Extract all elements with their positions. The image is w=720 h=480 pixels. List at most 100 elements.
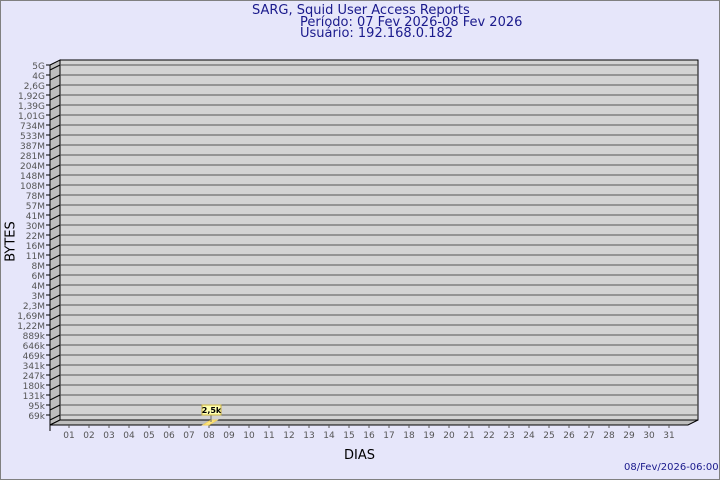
x-tick-label: 19 bbox=[423, 431, 435, 441]
x-tick-label: 11 bbox=[263, 431, 274, 441]
y-tick-label: 734M bbox=[20, 122, 45, 132]
timestamp: 08/Fev/2026-06:00 bbox=[624, 462, 719, 473]
x-tick-label: 06 bbox=[163, 431, 175, 441]
x-tick-label: 05 bbox=[143, 431, 154, 441]
y-tick-label: 1,22M bbox=[17, 322, 45, 332]
y-tick-label: 148M bbox=[20, 172, 45, 182]
y-tick-label: 281M bbox=[20, 152, 45, 162]
y-tick-label: 1,39G bbox=[18, 102, 45, 112]
side-grid-line bbox=[49, 304, 61, 311]
side-grid-line bbox=[49, 74, 61, 81]
side-grid-line bbox=[49, 294, 61, 301]
side-grid-line bbox=[49, 404, 61, 411]
y-tick-label: 1,92G bbox=[18, 92, 45, 102]
side-grid-line bbox=[49, 384, 61, 391]
x-tick-label: 13 bbox=[303, 431, 314, 441]
side-grid-line bbox=[49, 144, 61, 151]
x-tick-label: 28 bbox=[603, 431, 615, 441]
side-grid-line bbox=[49, 114, 61, 121]
plot-floor bbox=[49, 419, 699, 426]
side-grid-line bbox=[49, 244, 61, 251]
side-grid-line bbox=[49, 354, 61, 361]
y-tick-label: 11M bbox=[26, 252, 45, 262]
side-grid-line bbox=[49, 134, 61, 141]
x-tick-label: 27 bbox=[583, 431, 594, 441]
side-grid-line bbox=[49, 104, 61, 111]
side-grid-line bbox=[49, 374, 61, 381]
y-tick-label: 2,6G bbox=[24, 82, 45, 92]
side-grid-line bbox=[49, 414, 61, 421]
y-tick-label: 2,3M bbox=[23, 302, 45, 312]
bar-label: 2,5k bbox=[202, 406, 222, 415]
side-grid-line bbox=[49, 224, 61, 231]
chart-title: SARG, Squid User Access Reports bbox=[252, 3, 470, 18]
side-grid-line bbox=[49, 174, 61, 181]
side-grid-line bbox=[49, 194, 61, 201]
y-tick-label: 6M bbox=[32, 272, 46, 282]
x-tick-label: 17 bbox=[383, 431, 394, 441]
y-tick-label: 30M bbox=[26, 222, 45, 232]
x-tick-label: 18 bbox=[403, 431, 415, 441]
y-tick-label: 3M bbox=[32, 292, 46, 302]
y-tick-label: 57M bbox=[26, 202, 45, 212]
side-grid-line bbox=[49, 84, 61, 91]
y-tick-label: 646k bbox=[23, 342, 46, 352]
x-tick-label: 09 bbox=[223, 431, 235, 441]
x-tick-label: 03 bbox=[103, 431, 114, 441]
x-tick-label: 16 bbox=[363, 431, 375, 441]
chart-user: Usuário: 192.168.0.182 bbox=[300, 26, 454, 41]
x-tick-label: 21 bbox=[463, 431, 474, 441]
plot-back-wall bbox=[59, 59, 699, 421]
side-grid-line bbox=[49, 274, 61, 281]
y-tick-label: 16M bbox=[26, 242, 45, 252]
x-tick-label: 08 bbox=[203, 431, 215, 441]
y-tick-label: 204M bbox=[20, 162, 45, 172]
side-grid-line bbox=[49, 94, 61, 101]
side-grid-line bbox=[49, 184, 61, 191]
side-grid-line bbox=[49, 344, 61, 351]
x-tick-label: 24 bbox=[523, 431, 535, 441]
x-tick-label: 02 bbox=[83, 431, 94, 441]
y-tick-label: 131k bbox=[23, 392, 46, 402]
y-tick-label: 69k bbox=[28, 412, 45, 422]
side-grid-line bbox=[49, 204, 61, 211]
y-tick-label: 889k bbox=[23, 332, 46, 342]
x-axis-label: DIAS bbox=[344, 448, 375, 463]
side-grid-line bbox=[49, 364, 61, 371]
y-tick-label: 4M bbox=[32, 282, 46, 292]
side-grid-line bbox=[49, 264, 61, 271]
x-tick-label: 22 bbox=[483, 431, 494, 441]
side-grid-line bbox=[49, 124, 61, 131]
y-tick-label: 469k bbox=[23, 352, 46, 362]
x-tick-label: 30 bbox=[643, 431, 655, 441]
y-tick-label: 180k bbox=[23, 382, 46, 392]
x-tick-label: 20 bbox=[443, 431, 455, 441]
y-tick-label: 22M bbox=[26, 232, 45, 242]
y-tick-label: 533M bbox=[20, 132, 45, 142]
side-grid-line bbox=[49, 324, 61, 331]
y-tick-label: 341k bbox=[23, 362, 46, 372]
y-tick-label: 8M bbox=[32, 262, 46, 272]
side-grid-line bbox=[49, 64, 61, 71]
chart-period: Período: 07 Fev 2026-08 Fev 2026 bbox=[300, 15, 523, 30]
y-tick-label: 4G bbox=[32, 72, 45, 82]
x-tick-label: 14 bbox=[323, 431, 335, 441]
x-tick-label: 26 bbox=[563, 431, 575, 441]
x-tick-label: 25 bbox=[543, 431, 554, 441]
x-tick-label: 29 bbox=[623, 431, 635, 441]
side-grid-line bbox=[49, 334, 61, 341]
y-tick-label: 247k bbox=[23, 372, 46, 382]
x-tick-label: 15 bbox=[343, 431, 354, 441]
bar-08 bbox=[201, 419, 219, 426]
y-tick-label: 1,01G bbox=[18, 112, 45, 122]
x-tick-label: 12 bbox=[283, 431, 294, 441]
side-grid-line bbox=[49, 394, 61, 401]
side-grid-line bbox=[49, 214, 61, 221]
side-grid-line bbox=[49, 164, 61, 171]
bar-label-box bbox=[201, 404, 222, 416]
side-grid-line bbox=[49, 314, 61, 321]
y-tick-label: 95k bbox=[28, 402, 45, 412]
x-tick-label: 23 bbox=[503, 431, 514, 441]
y-tick-label: 387M bbox=[20, 142, 45, 152]
